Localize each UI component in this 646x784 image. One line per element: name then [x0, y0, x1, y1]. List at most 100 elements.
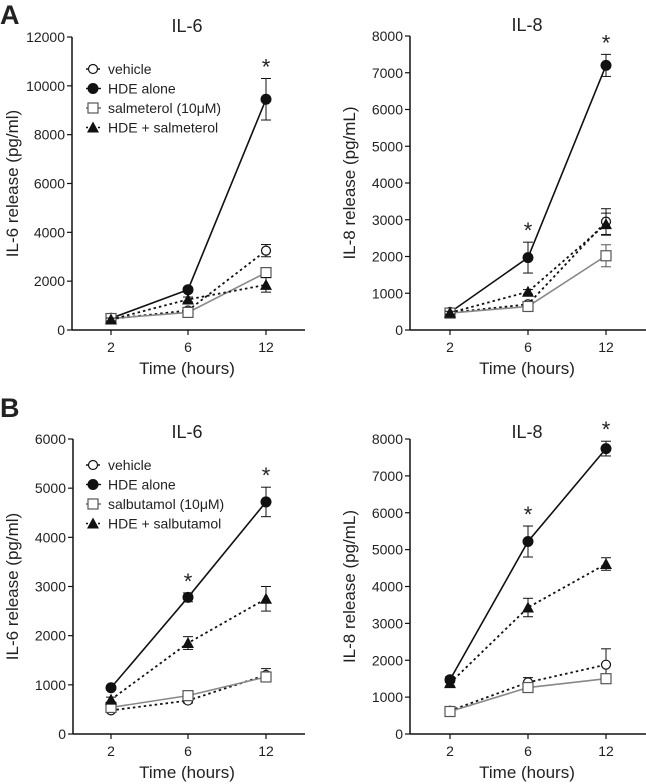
- y-tick-label: 5000: [372, 542, 403, 558]
- legend-entry: HDE alone: [86, 477, 176, 493]
- y-tick-label: 0: [395, 726, 403, 742]
- x-axis-label: Time (hours): [139, 359, 235, 378]
- data-point: [600, 59, 612, 71]
- data-point: [260, 496, 272, 508]
- y-tick-label: 8000: [372, 28, 403, 44]
- data-point: [260, 592, 272, 604]
- legend: vehicle HDE alone salmeterol (10μM) HDE + s…: [86, 61, 221, 136]
- y-tick-label: 7000: [372, 468, 403, 484]
- x-tick-label: 2: [446, 339, 454, 355]
- data-point: [182, 637, 194, 649]
- data-point: [260, 267, 272, 279]
- data-point: [522, 285, 534, 297]
- y-tick-label: 6000: [35, 431, 66, 447]
- significance-asterisk: *: [602, 417, 611, 442]
- data-point: [600, 659, 612, 670]
- legend-label: vehicle: [108, 61, 152, 77]
- x-tick-label: 6: [184, 743, 192, 759]
- legend-marker: [87, 459, 99, 471]
- chart-title: IL-8: [511, 15, 542, 35]
- x-tick-label: 2: [107, 743, 115, 759]
- y-axis-label: IL-8 release (pg/mL): [340, 510, 359, 663]
- x-axis-label: Time (hours): [479, 359, 575, 378]
- series-line: [449, 223, 607, 314]
- legend-marker: [87, 102, 99, 114]
- data-point: [260, 93, 272, 105]
- legend-label: HDE alone: [108, 477, 176, 493]
- x-tick-label: 2: [446, 743, 454, 759]
- y-tick-label: 1000: [372, 285, 403, 301]
- series-3: [105, 586, 272, 705]
- y-tick-label: 4000: [372, 579, 403, 595]
- significance-asterisk: *: [524, 218, 533, 243]
- chart-title: IL-6: [171, 16, 202, 36]
- y-axis-label: IL-6 release (pg/ml): [3, 513, 22, 660]
- y-tick-label: 3000: [372, 615, 403, 631]
- series-line: [449, 65, 607, 314]
- x-tick-label: 6: [524, 743, 532, 759]
- y-axis-label: IL-6 release (pg/ml): [3, 110, 22, 257]
- y-tick-label: 6000: [372, 102, 403, 118]
- y-tick-label: 0: [58, 726, 66, 742]
- series-3: [105, 277, 272, 325]
- series-line: [449, 448, 607, 681]
- chart-2: 0 1000 2000 3000 4000 5000 6000 2 6 12 Time (hours…: [3, 422, 305, 782]
- y-tick-label: 4000: [35, 529, 66, 545]
- panel-label-a: A: [0, 0, 20, 30]
- y-tick-label: 6000: [34, 176, 65, 192]
- x-tick-label: 12: [258, 339, 274, 355]
- chart-title: IL-6: [171, 422, 202, 442]
- legend: vehicle HDE alone salbutamol (10μM) HDE + s…: [86, 457, 224, 532]
- legend-entry: salmeterol (10μM): [86, 100, 221, 116]
- y-tick-label: 3000: [372, 212, 403, 228]
- series-line: [449, 563, 607, 684]
- y-tick-label: 6000: [372, 505, 403, 521]
- y-tick-label: 1000: [372, 689, 403, 705]
- y-tick-label: 3000: [35, 579, 66, 595]
- y-tick-label: 2000: [372, 652, 403, 668]
- y-tick-label: 12000: [26, 29, 65, 45]
- x-tick-label: 12: [598, 339, 614, 355]
- y-tick-label: 5000: [372, 138, 403, 154]
- data-point: [522, 252, 534, 264]
- x-tick-label: 12: [598, 743, 614, 759]
- legend-marker: [87, 121, 99, 133]
- data-point: [260, 278, 272, 290]
- legend-marker: [87, 63, 99, 75]
- y-tick-label: 2000: [34, 273, 65, 289]
- legend-entry: HDE + salbutamol: [86, 516, 221, 532]
- data-point: [105, 313, 117, 325]
- chart-1: 0 1000 2000 3000 4000 5000 6000 7000 8000 2 6 12 Tim…: [340, 15, 646, 378]
- data-point: [522, 300, 534, 313]
- significance-asterisk: *: [524, 502, 533, 527]
- series-2: [105, 671, 272, 714]
- y-tick-label: 4000: [34, 224, 65, 240]
- data-point: [105, 682, 117, 694]
- legend-marker: [87, 83, 99, 94]
- legend-label: vehicle: [108, 457, 152, 473]
- x-axis-label: Time (hours): [139, 763, 235, 782]
- series-1: [105, 486, 272, 694]
- y-tick-label: 2000: [35, 628, 66, 644]
- legend-label: HDE + salmeterol: [108, 120, 218, 136]
- data-point: [260, 245, 272, 256]
- data-point: [260, 671, 272, 683]
- data-point: [600, 443, 612, 455]
- data-point: [182, 284, 194, 296]
- y-tick-label: 8000: [372, 431, 403, 447]
- data-point: [522, 681, 534, 694]
- data-point: [522, 601, 534, 613]
- series-3: [444, 212, 612, 318]
- legend-label: HDE + salbutamol: [108, 516, 221, 532]
- legend-marker: [87, 498, 99, 510]
- y-axis-label: IL-8 release (pg/mL): [340, 106, 359, 259]
- legend-marker: [87, 479, 99, 490]
- y-tick-label: 10000: [26, 78, 65, 94]
- data-point: [600, 673, 612, 685]
- y-tick-label: 2000: [372, 249, 403, 265]
- significance-asterisk: *: [602, 30, 611, 55]
- series-1: [444, 53, 612, 318]
- chart-title: IL-8: [511, 422, 542, 442]
- y-tick-label: 4000: [372, 175, 403, 191]
